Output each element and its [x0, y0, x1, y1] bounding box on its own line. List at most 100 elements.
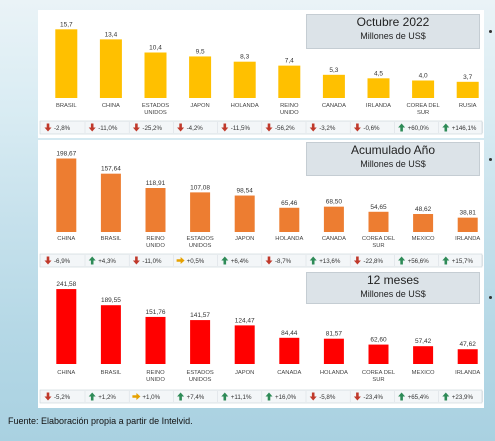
arrow-up-icon — [442, 256, 450, 265]
category-label: REINO — [146, 236, 165, 242]
change-label: -2,8% — [54, 125, 71, 132]
bar — [456, 81, 479, 98]
slide-bullet — [489, 30, 492, 33]
arrow-up-icon — [398, 392, 406, 401]
change-label: -11,0% — [98, 125, 118, 132]
change-label: -23,4% — [363, 394, 383, 401]
category-label: UNIDO — [280, 110, 299, 116]
change-label: -4,2% — [187, 125, 204, 132]
category-label: REINO — [146, 370, 165, 376]
category-label: ESTADOS — [186, 236, 213, 242]
category-label: IRLANDA — [366, 103, 391, 109]
data-label: 141,57 — [190, 312, 210, 319]
chart-subtitle: Millones de US$ — [360, 31, 426, 41]
category-label: BRASIL — [56, 103, 77, 109]
data-label: 8,3 — [240, 54, 249, 61]
data-label: 107,08 — [190, 184, 210, 191]
bar — [99, 39, 122, 98]
category-label: IRLANDA — [455, 236, 480, 242]
category-label: CANADA — [322, 236, 346, 242]
data-label: 241,58 — [56, 281, 76, 288]
category-label: MEXICO — [412, 370, 435, 376]
bar-chart-acumulado: 198,67 CHINA -6,9% 157,64 BRASIL +4,3% 118,91 R… — [39, 150, 484, 268]
category-label: ESTADOS — [142, 103, 169, 109]
data-label: 189,55 — [101, 297, 121, 304]
data-label: 68,50 — [326, 199, 343, 206]
bar — [190, 320, 211, 364]
change-label: +11,1% — [231, 394, 252, 401]
bar — [457, 217, 478, 232]
arrow-right-icon — [176, 257, 185, 264]
arrow-up-icon — [442, 392, 450, 401]
bar — [100, 173, 121, 232]
arrow-up-icon — [398, 123, 406, 132]
change-label: -5,2% — [54, 394, 71, 401]
change-label: -11,5% — [231, 125, 251, 132]
arrow-down-icon — [44, 392, 52, 401]
arrow-up-icon — [88, 256, 96, 265]
change-strip — [39, 389, 483, 404]
data-label: 4,5 — [374, 70, 383, 77]
data-label: 4,0 — [419, 73, 428, 80]
arrow-down-icon — [353, 256, 361, 265]
bar — [323, 206, 344, 232]
category-label: CHINA — [57, 236, 75, 242]
chart-panel-12meses: 241,58 CHINA -5,2% 189,55 BRASIL +1,2% 151,76 R… — [38, 270, 484, 408]
arrow-down-icon — [44, 123, 52, 132]
change-label: +16,0% — [275, 394, 297, 401]
change-label: -5,8% — [319, 394, 336, 401]
category-label: SUR — [417, 110, 429, 116]
data-label: 47,62 — [460, 341, 477, 348]
data-label: 10,4 — [149, 45, 162, 52]
bar — [190, 192, 211, 232]
bar — [279, 207, 300, 232]
category-label: JAPON — [190, 103, 209, 109]
change-label: +65,4% — [408, 394, 430, 401]
arrow-up-icon — [442, 123, 450, 132]
data-label: 5,3 — [329, 67, 338, 74]
data-label: 54,65 — [370, 204, 387, 211]
bar — [100, 305, 121, 364]
data-label: 15,7 — [60, 21, 73, 28]
change-label: -6,9% — [54, 258, 71, 265]
change-label: -22,8% — [363, 258, 383, 265]
bar — [412, 80, 435, 98]
data-label: 65,46 — [281, 200, 298, 207]
arrow-up-icon — [398, 256, 406, 265]
change-label: +4,3% — [98, 258, 116, 265]
category-label: UNIDOS — [189, 377, 212, 383]
arrow-up-icon — [177, 392, 185, 401]
arrow-down-icon — [177, 123, 185, 132]
data-label: 7,4 — [285, 58, 294, 65]
category-label: MEXICO — [412, 236, 435, 242]
bar — [233, 61, 256, 98]
change-label: +146,1% — [452, 125, 477, 132]
category-label: COREA DEL — [407, 103, 441, 109]
arrow-down-icon — [88, 123, 96, 132]
data-label: 13,4 — [105, 31, 118, 38]
category-label: UNIDOS — [144, 110, 167, 116]
bar — [413, 214, 434, 232]
category-label: COREA DEL — [362, 370, 396, 376]
arrow-down-icon — [309, 123, 317, 132]
bar — [234, 195, 255, 232]
data-label: 84,44 — [281, 330, 298, 337]
arrow-up-icon — [309, 256, 317, 265]
arrow-down-icon — [44, 256, 52, 265]
change-label: +0,5% — [187, 258, 205, 265]
change-label: -0,6% — [363, 125, 380, 132]
category-label: IRLANDA — [455, 370, 480, 376]
category-label: JAPON — [235, 236, 254, 242]
bar — [368, 211, 389, 232]
bar — [278, 65, 301, 98]
chart-subtitle: Millones de US$ — [360, 289, 426, 299]
category-label: BRASIL — [101, 236, 122, 242]
change-label: +23,9% — [452, 394, 474, 401]
change-label: +1,0% — [142, 394, 160, 401]
category-label: HOLANDA — [231, 103, 259, 109]
change-label: +1,2% — [98, 394, 116, 401]
arrow-right-icon — [132, 393, 141, 400]
category-label: BRASIL — [101, 370, 122, 376]
bar — [144, 52, 167, 98]
data-label: 81,57 — [326, 331, 343, 338]
